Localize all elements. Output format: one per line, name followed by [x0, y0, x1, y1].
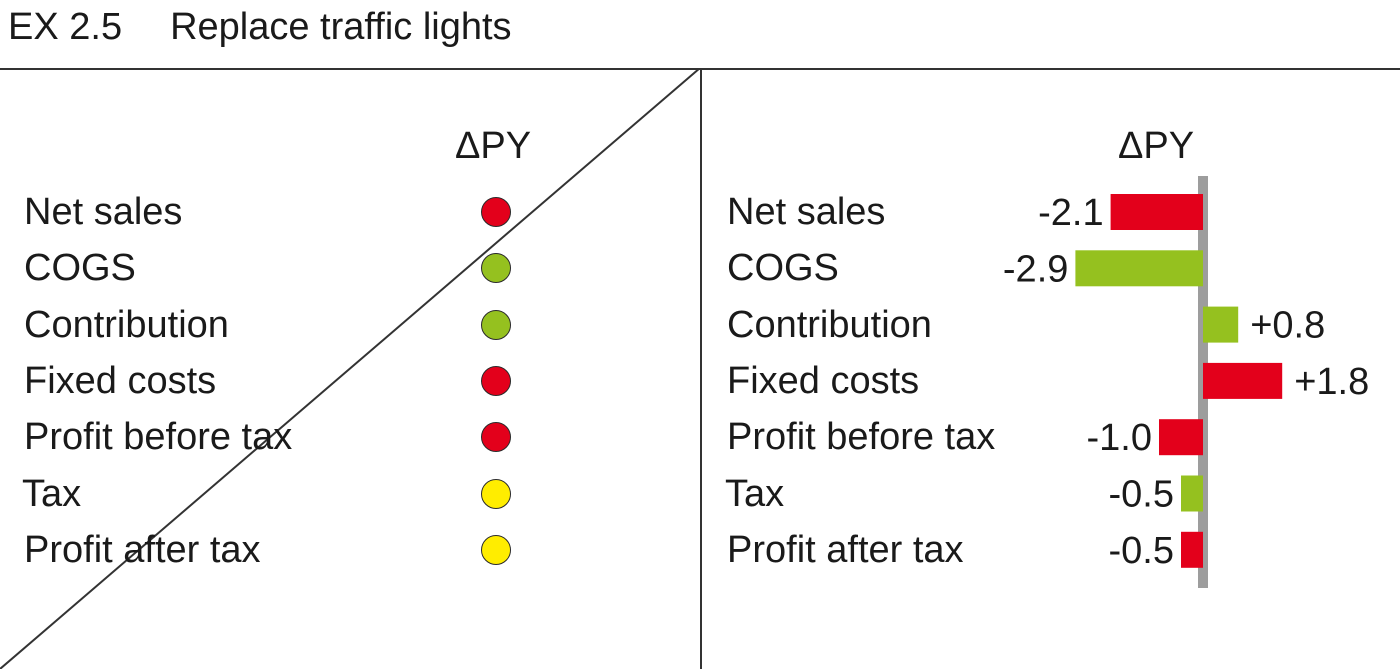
row-label-profit-after-tax: Profit after tax	[24, 528, 261, 571]
traffic-light-yellow-icon	[481, 478, 511, 509]
row-label-profit-before-tax: Profit before tax	[24, 416, 293, 459]
strike-through-line	[0, 68, 701, 669]
data-label-fixed-costs: +1.8	[1294, 361, 1369, 403]
row-label-contribution: Contribution	[24, 303, 229, 346]
category-label-profit-before-tax: Profit before tax	[727, 416, 996, 459]
chart-title: ΔPY	[1118, 125, 1195, 167]
data-label-profit-before-tax: -1.0	[1087, 417, 1152, 459]
data-label-cogs: -2.9	[1003, 248, 1068, 290]
traffic-light-red-icon	[481, 365, 511, 396]
category-label-tax: Tax	[725, 472, 785, 515]
data-label-net-sales: -2.1	[1038, 192, 1103, 234]
traffic-light-red-icon	[481, 422, 511, 453]
bar-net-sales	[1110, 194, 1203, 230]
bar-profit-before-tax	[1159, 419, 1203, 456]
category-label-contribution: Contribution	[727, 303, 932, 346]
bar-fixed-costs	[1203, 362, 1283, 399]
row-label-fixed-costs: Fixed costs	[24, 359, 217, 402]
category-label-net-sales: Net sales	[727, 191, 886, 233]
bar-tax	[1181, 475, 1203, 512]
left-column-header: ΔPY	[455, 125, 532, 167]
row-label-cogs: COGS	[24, 247, 136, 290]
category-label-cogs: COGS	[727, 247, 839, 290]
row-label-tax: Tax	[22, 472, 82, 515]
row-label-net-sales: Net sales	[24, 191, 183, 233]
exhibit-title-text: Replace traffic lights	[170, 6, 512, 48]
traffic-light-yellow-icon	[481, 534, 511, 565]
category-label-profit-after-tax: Profit after tax	[727, 528, 964, 571]
traffic-light-green-icon	[481, 253, 511, 284]
bar-cogs	[1075, 250, 1203, 287]
data-label-tax: -0.5	[1109, 474, 1174, 516]
category-label-fixed-costs: Fixed costs	[727, 359, 920, 402]
traffic-light-green-icon	[481, 309, 511, 340]
traffic-light-red-icon	[481, 197, 511, 227]
data-label-contribution: +0.8	[1250, 305, 1325, 347]
bar-contribution	[1203, 306, 1239, 343]
exhibit-title: EX 2.5 Replace traffic lights	[8, 4, 512, 50]
bar-profit-after-tax	[1181, 531, 1203, 568]
panel-divider	[700, 68, 702, 669]
exhibit-code: EX 2.5	[8, 6, 123, 48]
data-label-profit-after-tax: -0.5	[1109, 530, 1174, 572]
